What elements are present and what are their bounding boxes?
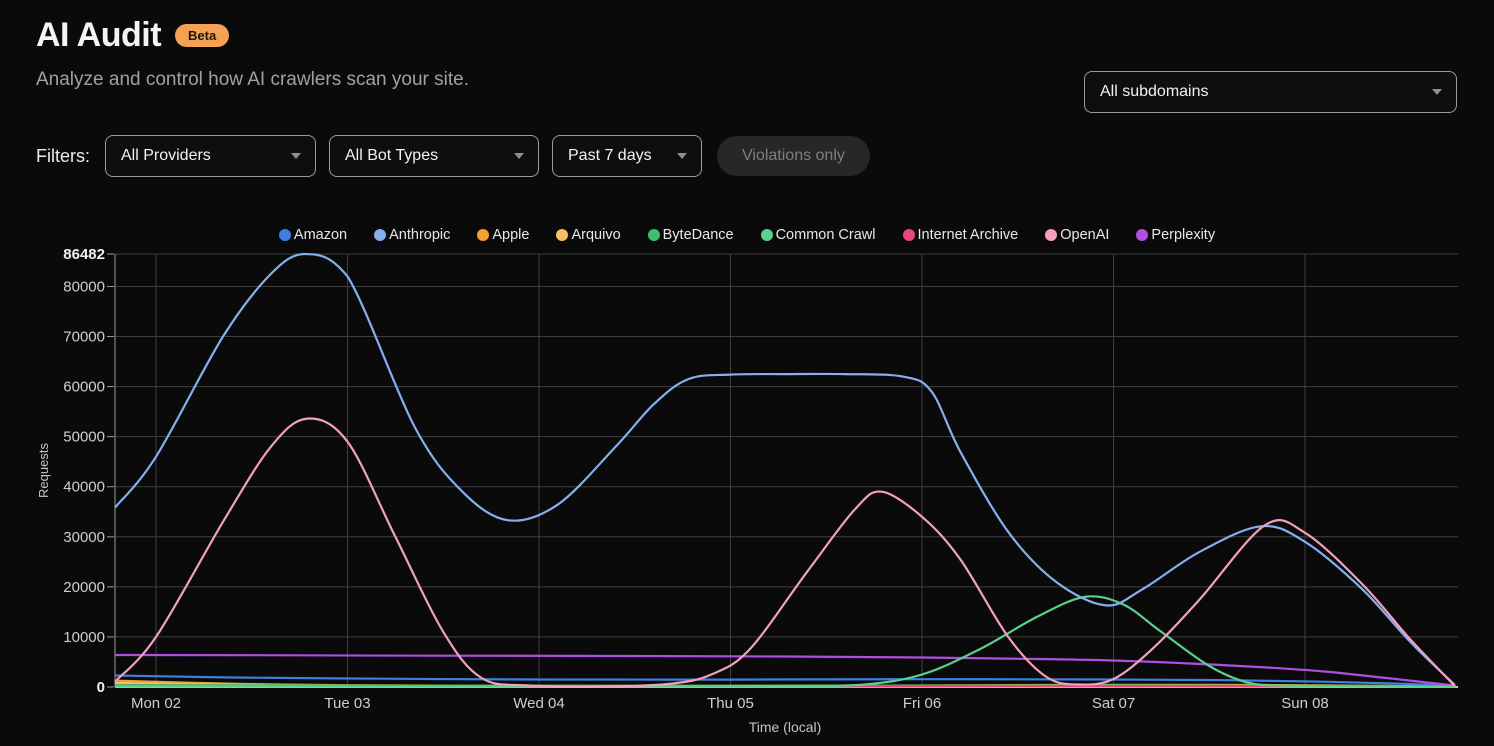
legend-item-apple[interactable]: Apple	[477, 227, 529, 243]
chevron-down-icon	[291, 153, 301, 159]
legend-label: Common Crawl	[775, 227, 876, 243]
provider-filter-select[interactable]: All Providers	[105, 135, 316, 177]
x-axis-label: Sat 07	[1092, 695, 1135, 712]
filters-row: Filters: All Providers All Bot Types Pas…	[36, 135, 870, 177]
legend-dot-perplexity	[1136, 229, 1149, 241]
time-range-filter-select[interactable]: Past 7 days	[552, 135, 702, 177]
page-title: AI Audit	[36, 16, 162, 54]
x-axis-title: Time (local)	[749, 719, 822, 735]
filters-label: Filters:	[36, 145, 90, 166]
legend-item-perplexity[interactable]: Perplexity	[1136, 227, 1215, 243]
x-axis-label: Wed 04	[513, 695, 564, 712]
legend-dot-internet-archive	[902, 229, 915, 241]
y-axis-label: 10000	[63, 629, 105, 646]
page-subtitle: Analyze and control how AI crawlers scan…	[36, 69, 469, 90]
series-line-openai	[114, 417, 1456, 688]
legend-label: Arquivo	[571, 227, 621, 243]
series-line-anthropic	[114, 252, 1456, 686]
chevron-down-icon	[514, 153, 524, 159]
legend-label: Internet Archive	[917, 227, 1019, 243]
legend-dot-bytedance	[647, 229, 660, 241]
legend-dot-arquivo	[556, 229, 569, 241]
legend-label: ByteDance	[662, 227, 734, 243]
legend-item-bytedance[interactable]: ByteDance	[647, 227, 734, 243]
beta-badge: Beta	[175, 24, 230, 47]
legend-label: Amazon	[293, 227, 348, 243]
x-axis-label: Fri 06	[903, 695, 941, 712]
page-header: AI Audit Beta Analyze and control how AI…	[36, 16, 469, 91]
x-axis-label: Tue 03	[324, 695, 370, 712]
subdomain-select-value: All subdomains	[1100, 83, 1209, 100]
subdomain-select[interactable]: All subdomains	[1084, 71, 1457, 113]
legend-item-openai[interactable]: OpenAI	[1045, 227, 1109, 243]
y-axis-label: 40000	[63, 479, 105, 496]
requests-chart: 0 10000 20000 30000 40000 50000 60000 70000 8000…	[36, 246, 1458, 735]
series-line-perplexity	[114, 653, 1456, 687]
y-axis-label: 86482	[63, 246, 105, 263]
legend-item-common-crawl[interactable]: Common Crawl	[760, 227, 876, 243]
legend-item-anthropic[interactable]: Anthropic	[374, 227, 450, 243]
y-axis-label: 80000	[63, 278, 105, 295]
time-range-filter-value: Past 7 days	[568, 147, 652, 164]
legend-item-internet-archive[interactable]: Internet Archive	[902, 227, 1019, 243]
y-axis-label: 0	[97, 679, 105, 696]
chevron-down-icon	[677, 153, 687, 159]
provider-filter-value: All Providers	[121, 147, 211, 164]
legend-dot-apple	[477, 229, 490, 241]
bot-type-filter-select[interactable]: All Bot Types	[329, 135, 539, 177]
legend-label: Apple	[492, 227, 530, 243]
y-axis-label: 60000	[63, 379, 105, 396]
legend-label: OpenAI	[1060, 227, 1110, 243]
legend-label: Perplexity	[1151, 227, 1216, 243]
legend-dot-openai	[1045, 229, 1058, 241]
bot-type-filter-value: All Bot Types	[345, 147, 439, 164]
series-line-amazon	[114, 674, 1456, 687]
violations-only-button[interactable]: Violations only	[717, 136, 870, 176]
chevron-down-icon	[1432, 89, 1442, 95]
x-axis-label: Thu 05	[707, 695, 754, 712]
legend-item-arquivo[interactable]: Arquivo	[556, 227, 621, 243]
legend-dot-amazon	[278, 229, 291, 241]
y-axis-label: 70000	[63, 329, 105, 346]
y-axis-label: 50000	[63, 429, 105, 446]
x-axis-label: Sun 08	[1281, 695, 1329, 712]
legend-label: Anthropic	[389, 227, 451, 243]
y-axis-title: Requests	[36, 443, 51, 498]
y-axis-label: 30000	[63, 529, 105, 546]
legend-dot-common-crawl	[760, 229, 773, 241]
series-line-common-crawl	[114, 595, 1456, 688]
chart-legend: Amazon Anthropic Apple Arquivo ByteDance Comm…	[0, 227, 1494, 243]
legend-item-amazon[interactable]: Amazon	[278, 227, 348, 243]
x-axis-label: Mon 02	[131, 695, 181, 712]
legend-dot-anthropic	[374, 229, 387, 241]
y-axis-label: 20000	[63, 579, 105, 596]
